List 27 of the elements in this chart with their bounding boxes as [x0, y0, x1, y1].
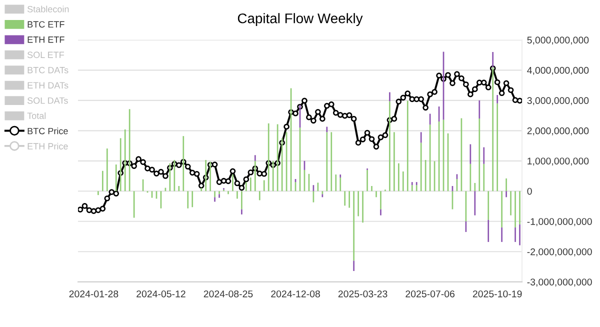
- y-tick-label: -2,000,000,000: [527, 248, 592, 256]
- legend-label: SOL DATs: [27, 97, 68, 104]
- x-tick-label: 2024-05-12: [136, 290, 186, 298]
- legend-label: BTC Price: [28, 128, 68, 134]
- x-tick-label: 2025-07-06: [406, 290, 454, 298]
- y-tick-label: -3,000,000,000: [527, 278, 592, 287]
- legend-label: BTC DATs: [28, 66, 68, 74]
- x-tick-label: 2024-12-08: [271, 290, 320, 298]
- y-tick-label: -1,000,000,000: [527, 218, 592, 226]
- legend-label: BTC ETF: [28, 21, 64, 28]
- x-tick-label: 2025-10-19: [472, 290, 522, 298]
- legend-label: ETH DATs: [28, 82, 68, 89]
- legend-label: SOL ETF: [27, 52, 64, 58]
- chart-title: Capital Flow Weekly: [238, 13, 363, 26]
- x-tick-label: 2025-03-23: [338, 290, 388, 298]
- legend-label: Total: [27, 112, 46, 120]
- y-tick-label: 5,000,000,000: [527, 36, 589, 45]
- y-tick-label: 0: [527, 188, 532, 195]
- y-tick-label: 4,000,000,000: [527, 66, 589, 75]
- x-tick-label: 2024-08-25: [204, 290, 253, 298]
- legend-label: Stablecoin: [27, 6, 69, 12]
- y-tick-label: 3,000,000,000: [527, 97, 589, 106]
- legend-label: ETH ETF: [28, 36, 64, 43]
- y-tick-label: 1,000,000,000: [528, 158, 589, 166]
- y-tick-label: 2,000,000,000: [527, 127, 589, 136]
- legend-label: ETH Price: [28, 142, 68, 150]
- x-tick-label: 2024-01-28: [69, 290, 118, 298]
